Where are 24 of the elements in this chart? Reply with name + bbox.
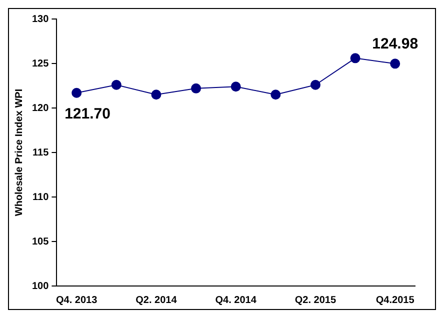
point [151, 90, 162, 100]
point [72, 88, 82, 98]
point [310, 80, 320, 90]
point [270, 90, 281, 100]
y-tick-label: 125 [32, 58, 50, 70]
x-tick-label: Q4. 2013 [56, 294, 98, 306]
y-tick-label: 130 [32, 14, 50, 25]
x-tick-label: Q2. 2014 [136, 294, 178, 306]
point [111, 80, 122, 90]
y-tick-label: 105 [32, 236, 50, 248]
data-label: 121.70 [64, 106, 110, 123]
point [350, 53, 360, 64]
x-tick-label: Q4. 2014 [215, 294, 257, 306]
point [230, 82, 241, 92]
x-tick-label: Q2. 2015 [294, 294, 336, 306]
y-tick-label: 120 [32, 102, 50, 114]
y-axis-title: Wholesale Price Index WPI [14, 88, 25, 216]
data-label: 124.98 [372, 35, 418, 52]
point [191, 83, 202, 94]
y-tick-label: 115 [32, 147, 50, 158]
point [390, 58, 400, 69]
x-tick-label: Q4.2015 [376, 294, 415, 306]
y-tick-label: 110 [32, 192, 50, 203]
y-tick-label: 100 [32, 280, 50, 292]
